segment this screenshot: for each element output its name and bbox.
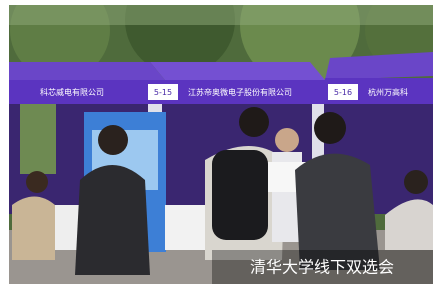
opening [20, 104, 56, 174]
person-head [239, 107, 269, 137]
person-head [275, 128, 299, 152]
person [75, 165, 150, 275]
person-head [314, 112, 346, 144]
person-head [404, 170, 428, 194]
company-name: 科芯威电有限公司 [40, 87, 104, 97]
tent-roof [9, 62, 165, 80]
page: 5-15 5-16 科芯威电有限公司 江苏帝奥微电子股份有限公司 杭州万高科 清… [0, 0, 441, 289]
company-name: 杭州万高科 [368, 87, 408, 97]
tent-roof [150, 62, 325, 80]
person [12, 197, 55, 261]
company-name: 江苏帝奥微电子股份有限公司 [188, 87, 292, 97]
booth-number: 5-15 [154, 88, 172, 97]
caption: 清华大学线下双选会 [250, 258, 394, 277]
person-head [26, 171, 48, 193]
person-head [98, 125, 128, 155]
photo: 5-15 5-16 科芯威电有限公司 江苏帝奥微电子股份有限公司 杭州万高科 清… [0, 0, 441, 289]
backpack [212, 150, 268, 240]
booth-number: 5-16 [334, 88, 352, 97]
scene: 5-15 5-16 科芯威电有限公司 江苏帝奥微电子股份有限公司 杭州万高科 清… [9, 0, 441, 284]
sky [9, 5, 433, 25]
